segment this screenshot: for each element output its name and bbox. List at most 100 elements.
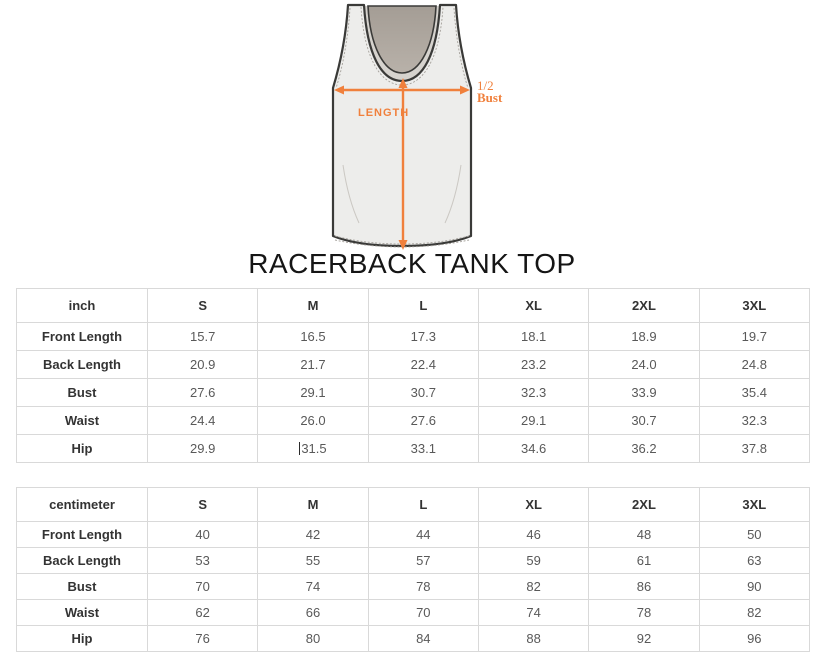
row-label-cell: Front Length [16,322,148,351]
measurement-row: Front Length 15.7 16.5 17.3 18.1 18.9 19.7 [16,322,811,351]
value-cell: 24.4 [146,406,259,435]
value-cell: 42 [257,521,369,548]
value-cell: 37.8 [698,434,811,463]
value-cell: 59 [477,547,590,574]
row-label-cell: Bust [16,573,148,600]
measurement-row: Hip 29.9 31.5 33.1 34.6 36.2 37.8 [16,434,811,463]
row-label-cell: Waist [16,406,148,435]
value-cell: 18.1 [477,322,590,351]
unit-header-cell: inch [16,288,148,323]
value-cell: 18.9 [588,322,700,351]
centimeter-size-table: centimeter S M L XL 2XL 3XL Front Length 40 42 44 4… [16,487,811,652]
size-column-header: 2XL [588,288,700,323]
size-column-header: 2XL [588,487,700,522]
value-cell: 62 [146,599,259,626]
value-cell: 17.3 [367,322,479,351]
value-cell: 29.1 [477,406,590,435]
value-cell: 74 [477,599,590,626]
value-cell: 53 [146,547,259,574]
tank-top-illustration: LENGTH [331,3,473,250]
value-cell: 48 [588,521,700,548]
neckline-stitch [360,6,444,86]
wrinkle-left [342,164,360,224]
measurement-row: Bust 70 74 78 82 86 90 [16,573,811,600]
value-cell: 30.7 [367,378,479,407]
size-column-header: 3XL [698,288,811,323]
value-cell: 27.6 [367,406,479,435]
value-cell: 27.6 [146,378,259,407]
measurement-row: Back Length 53 55 57 59 61 63 [16,547,811,574]
size-column-header: M [257,487,369,522]
text-caret [299,442,301,455]
value-cell: 90 [698,573,811,600]
value-cell: 21.7 [257,350,369,379]
value-cell: 16.5 [257,322,369,351]
size-column-header: 3XL [698,487,811,522]
size-column-header: S [146,288,259,323]
value-cell: 74 [257,573,369,600]
value-cell: 36.2 [588,434,700,463]
value-cell: 92 [588,625,700,652]
value-cell: 30.7 [588,406,700,435]
length-measure-arrow [398,78,408,250]
size-column-header: L [367,487,479,522]
row-label-cell: Hip [16,625,148,652]
length-label: LENGTH [358,107,409,119]
value-cell: 35.4 [698,378,811,407]
value-cell: 23.2 [477,350,590,379]
value-cell: 70 [367,599,479,626]
value-cell: 82 [477,573,590,600]
value-cell: 57 [367,547,479,574]
size-column-header: L [367,288,479,323]
measurement-row: Bust 27.6 29.1 30.7 32.3 33.9 35.4 [16,378,811,407]
value-cell: 29.1 [257,378,369,407]
value-cell: 63 [698,547,811,574]
row-label-cell: Back Length [16,350,148,379]
value-cell: 29.9 [146,434,259,463]
value-cell: 24.8 [698,350,811,379]
unit-header-cell: centimeter [16,487,148,522]
value-cell: 70 [146,573,259,600]
value-cell: 34.6 [477,434,590,463]
value-cell: 44 [367,521,479,548]
clipped-left-edge-text: t [0,421,5,433]
size-column-header: XL [477,288,590,323]
header-row: centimeter S M L XL 2XL 3XL [16,487,811,522]
value-cell: 33.9 [588,378,700,407]
value-cell: 84 [367,625,479,652]
value-cell: 46 [477,521,590,548]
value-cell: 40 [146,521,259,548]
page-title: RACERBACK TANK TOP [248,248,576,279]
value-cell: 86 [588,573,700,600]
size-column-header: M [257,288,369,323]
value-cell: 80 [257,625,369,652]
value-cell: 82 [698,599,811,626]
value-cell: 61 [588,547,700,574]
measurement-row: Hip 76 80 84 88 92 96 [16,625,811,652]
value-cell: 20.9 [146,350,259,379]
row-label-cell: Hip [16,434,148,463]
row-label-cell: Waist [16,599,148,626]
half-bust-label-line1: 1/2 [477,78,494,93]
measurement-row: Waist 62 66 70 74 78 82 [16,599,811,626]
value-cell: 32.3 [477,378,590,407]
racerback-back-panel [367,5,437,74]
value-cell: 32.3 [698,406,811,435]
value-cell: 55 [257,547,369,574]
value-cell: 96 [698,625,811,652]
row-label-cell: Back Length [16,547,148,574]
value-cell: 50 [698,521,811,548]
half-bust-label-line2: Bust [477,90,503,105]
row-label-cell: Bust [16,378,148,407]
armhole-stitch-right [453,7,469,89]
value-cell: 78 [367,573,479,600]
value-cell: 66 [257,599,369,626]
value-cell: 31.5 [257,434,369,463]
size-column-header: XL [477,487,590,522]
value-cell: 24.0 [588,350,700,379]
value-cell: 88 [477,625,590,652]
wrinkle-right [444,164,462,224]
inch-size-table: inch S M L XL 2XL 3XL Front Length 15.7 16.5 17.3 1… [16,288,811,463]
value-cell: 22.4 [367,350,479,379]
